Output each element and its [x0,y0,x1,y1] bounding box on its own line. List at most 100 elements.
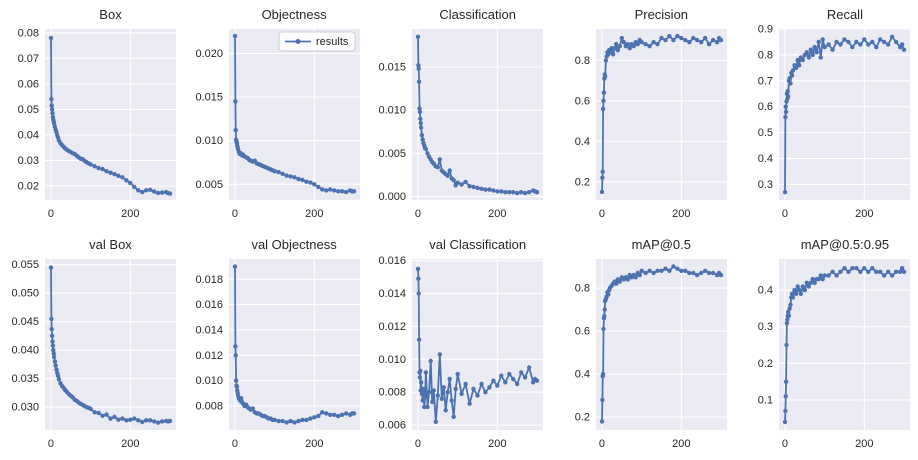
svg-text:0.4: 0.4 [758,285,773,297]
svg-text:0.045: 0.045 [11,316,39,328]
svg-text:0.008: 0.008 [379,387,407,399]
svg-text:200: 200 [488,208,506,220]
chart-canvas-map05095: 0.1 0.2 0.3 0.4 0 200 [758,259,911,450]
chart-canvas-classification: 0.000 0.005 0.010 0.015 0 200 [379,29,544,220]
svg-text:0.04: 0.04 [18,129,39,141]
chart-title-recall: Recall [826,7,863,22]
svg-text:0.040: 0.040 [11,345,39,357]
subplot-recall: Recall 0.3 0.4 0.5 0.6 0.7 0.8 0.9 0 200 [734,0,918,230]
svg-text:0.4: 0.4 [575,369,590,381]
svg-text:0.015: 0.015 [379,62,407,74]
chart-canvas-val-classification: 0.006 0.008 0.010 0.012 0.014 0.016 0 200 [379,255,544,450]
svg-text:0.05: 0.05 [18,104,39,116]
subplot-map05: mAP@0.5 0.2 0.4 0.6 0.8 0 200 [551,230,735,460]
svg-text:200: 200 [121,438,139,450]
legend-results: results [278,31,356,52]
svg-text:0: 0 [48,208,54,220]
svg-text:0.008: 0.008 [195,400,223,412]
svg-text:200: 200 [856,208,874,220]
svg-text:0.010: 0.010 [379,105,407,117]
svg-text:0.016: 0.016 [379,255,407,267]
svg-text:0.010: 0.010 [379,354,407,366]
svg-text:200: 200 [672,438,690,450]
chart-title-val-objectness: val Objectness [251,237,337,252]
svg-text:0.2: 0.2 [575,412,590,424]
svg-text:0: 0 [599,208,605,220]
chart-canvas-box: 0.02 0.03 0.04 0.05 0.06 0.07 0.08 0 200 [18,27,176,220]
svg-text:0: 0 [599,438,605,450]
svg-text:0: 0 [231,438,237,450]
subplot-box: Box 0.02 0.03 0.04 0.05 0.06 0.07 0.08 0 200 [0,0,184,230]
svg-text:0.08: 0.08 [18,27,39,39]
subplot-objectness: Objectness 0.005 0.010 0.015 0.020 0 200 resul… [184,0,368,230]
subplot-precision: Precision 0.2 0.4 0.6 0.8 0 200 [551,0,735,230]
svg-text:0.050: 0.050 [11,288,39,300]
chart-canvas-precision: 0.2 0.4 0.6 0.8 0 200 [575,29,727,220]
chart-canvas-val-objectness: 0.008 0.010 0.012 0.014 0.016 0.018 0 200 [195,259,360,450]
svg-text:0: 0 [231,208,237,220]
svg-text:0.000: 0.000 [379,191,407,203]
svg-text:0.016: 0.016 [195,299,223,311]
chart-canvas-recall: 0.3 0.4 0.5 0.6 0.7 0.8 0.9 0 200 [758,24,911,220]
svg-text:0.3: 0.3 [758,179,773,191]
svg-text:0.4: 0.4 [575,136,590,148]
svg-text:0.012: 0.012 [195,350,223,362]
svg-text:200: 200 [305,438,323,450]
chart-canvas-map05: 0.2 0.4 0.6 0.8 0 200 [575,259,727,450]
svg-text:0.014: 0.014 [195,324,223,336]
svg-text:0.1: 0.1 [758,394,773,406]
chart-canvas-val-box: 0.030 0.035 0.040 0.045 0.050 0.055 0 200 [11,259,176,450]
svg-text:0.7: 0.7 [758,75,773,87]
svg-text:0.2: 0.2 [575,176,590,188]
chart-title-map05095: mAP@0.5:0.95 [800,237,890,252]
chart-title-box: Box [99,7,122,22]
svg-text:0: 0 [782,208,788,220]
svg-text:0.3: 0.3 [758,321,773,333]
svg-text:results: results [316,36,349,48]
subplot-map05095: mAP@0.5:0.95 0.1 0.2 0.3 0.4 0 200 [734,230,918,460]
svg-text:0.06: 0.06 [18,78,39,90]
svg-text:0.6: 0.6 [575,326,590,338]
svg-text:0.014: 0.014 [379,288,407,300]
svg-text:0.6: 0.6 [575,95,590,107]
chart-title-classification: Classification [439,7,516,22]
subplot-val-objectness: val Objectness 0.008 0.010 0.012 0.014 0.016… [184,230,368,460]
svg-text:0: 0 [415,438,421,450]
svg-text:0.006: 0.006 [379,420,407,432]
svg-text:200: 200 [121,208,139,220]
svg-text:200: 200 [672,208,690,220]
subplot-val-box: val Box 0.030 0.035 0.040 0.045 0.050 0.055 0 2… [0,230,184,460]
svg-text:0.020: 0.020 [195,48,223,60]
svg-text:0: 0 [48,438,54,450]
svg-text:0.07: 0.07 [18,53,39,65]
svg-text:0.02: 0.02 [18,180,39,192]
chart-title-val-box: val Box [89,237,132,252]
svg-text:0.005: 0.005 [195,179,223,191]
chart-canvas-objectness: 0.005 0.010 0.015 0.020 0 200 results [195,29,360,220]
svg-text:0.4: 0.4 [758,153,773,165]
svg-text:0.035: 0.035 [11,373,39,385]
svg-text:0: 0 [415,208,421,220]
svg-text:0.2: 0.2 [758,358,773,370]
svg-text:0.03: 0.03 [18,155,39,167]
chart-title-precision: Precision [634,7,689,22]
svg-text:0.8: 0.8 [575,283,590,295]
chart-title-val-classification: val Classification [429,237,527,252]
chart-title-objectness: Objectness [261,7,327,22]
subplot-classification: Classification 0.000 0.005 0.010 0.015 0 200 [367,0,551,230]
svg-text:0.010: 0.010 [195,135,223,147]
svg-text:0.6: 0.6 [758,101,773,113]
svg-text:0.030: 0.030 [11,402,39,414]
svg-text:0.015: 0.015 [195,92,223,104]
svg-text:0.005: 0.005 [379,148,407,160]
svg-text:0.8: 0.8 [758,49,773,61]
chart-title-map05: mAP@0.5 [631,237,692,252]
svg-text:0.9: 0.9 [758,24,773,36]
svg-text:200: 200 [488,438,506,450]
svg-text:200: 200 [305,208,323,220]
svg-text:0: 0 [782,438,788,450]
svg-text:0.012: 0.012 [379,321,407,333]
svg-text:0.8: 0.8 [575,55,590,67]
subplot-val-classification: val Classification 0.006 0.008 0.010 0.012 0… [367,230,551,460]
